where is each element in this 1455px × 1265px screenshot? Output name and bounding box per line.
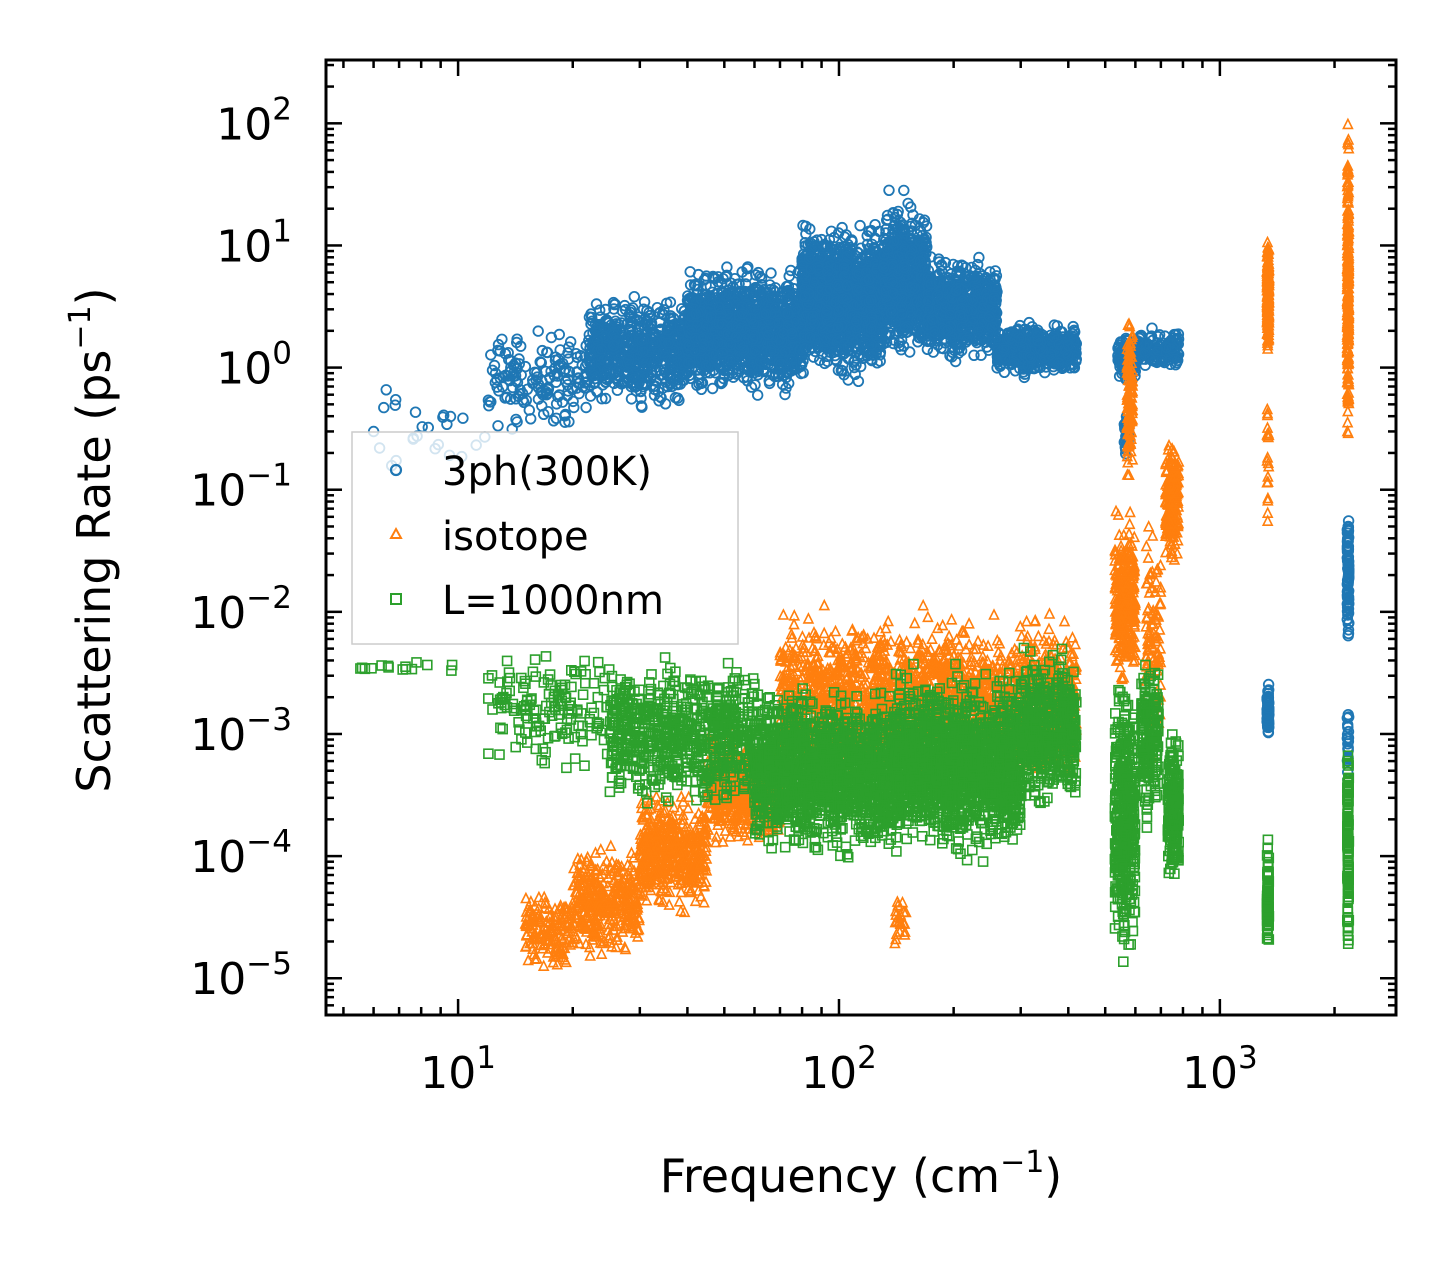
point-3ph bbox=[599, 392, 612, 405]
point-3ph bbox=[562, 347, 574, 359]
point-3ph bbox=[482, 394, 495, 406]
point-3ph bbox=[496, 333, 508, 346]
point-3ph bbox=[390, 394, 402, 406]
point-3ph bbox=[491, 381, 503, 393]
point-3ph bbox=[437, 411, 449, 423]
point-3ph bbox=[485, 396, 497, 408]
point-3ph bbox=[488, 359, 501, 372]
point-3ph bbox=[551, 367, 563, 380]
point-3ph bbox=[545, 331, 558, 344]
point-3ph bbox=[638, 296, 651, 308]
point-3ph bbox=[541, 387, 554, 400]
point-3ph bbox=[672, 392, 684, 404]
point-3ph bbox=[457, 412, 469, 424]
point-3ph bbox=[559, 410, 571, 422]
point-3ph bbox=[492, 420, 504, 432]
point-3ph bbox=[561, 379, 574, 391]
point-3ph bbox=[538, 408, 550, 421]
point-3ph bbox=[485, 349, 497, 361]
point-3ph bbox=[510, 375, 522, 387]
point-3ph bbox=[532, 325, 544, 337]
point-3ph bbox=[510, 413, 522, 426]
point-3ph bbox=[571, 366, 583, 378]
point-3ph bbox=[568, 401, 580, 414]
data-points bbox=[355, 117, 1355, 972]
point-3ph bbox=[553, 389, 566, 401]
point-3ph bbox=[557, 357, 569, 370]
point-3ph bbox=[444, 410, 457, 423]
point-3ph bbox=[535, 357, 548, 369]
point-3ph bbox=[502, 347, 514, 359]
point-3ph bbox=[409, 406, 422, 418]
point-3ph bbox=[380, 384, 392, 396]
point-3ph bbox=[389, 399, 401, 411]
point-3ph bbox=[499, 392, 511, 404]
point-3ph bbox=[655, 391, 667, 404]
point-3ph bbox=[577, 381, 589, 393]
point-3ph bbox=[563, 365, 575, 378]
point-3ph bbox=[514, 388, 526, 400]
point-3ph bbox=[378, 401, 390, 414]
point-3ph bbox=[565, 336, 577, 348]
point-3ph bbox=[563, 341, 575, 353]
point-3ph bbox=[570, 348, 582, 360]
series-1 bbox=[367, 184, 1355, 786]
point-3ph bbox=[567, 395, 579, 408]
point-3ph bbox=[580, 401, 592, 414]
point-3ph bbox=[503, 354, 515, 366]
point-3ph bbox=[536, 344, 549, 357]
point-3ph bbox=[525, 413, 537, 425]
point-3ph bbox=[548, 370, 561, 382]
point-3ph bbox=[547, 415, 560, 427]
point-3ph bbox=[511, 336, 523, 349]
point-3ph bbox=[508, 367, 520, 379]
point-3ph bbox=[536, 387, 548, 399]
point-3ph bbox=[599, 303, 612, 316]
point-3ph bbox=[504, 393, 517, 405]
